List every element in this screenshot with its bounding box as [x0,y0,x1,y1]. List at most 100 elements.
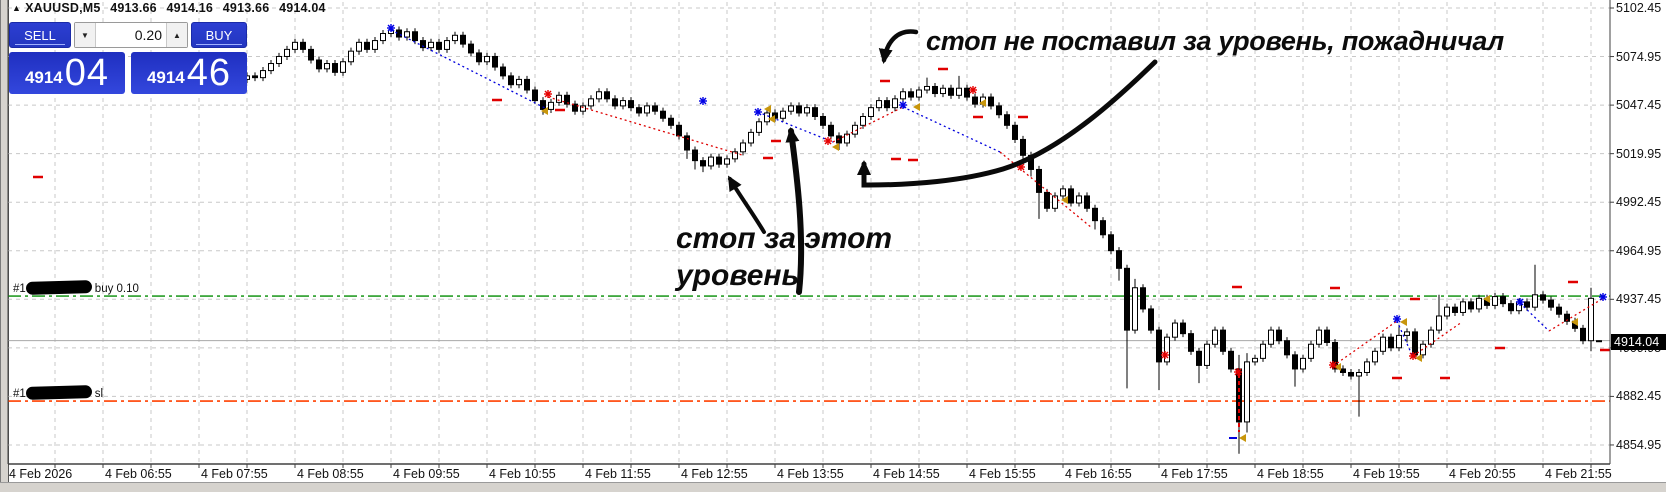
candles-layer [236,26,1602,454]
fractal-dash-marker [1232,285,1242,289]
time-axis-label: 4 Feb 16:55 [1065,467,1132,481]
tall-up-arrow [785,127,805,295]
time-axis-label: 4 Feb 08:55 [297,467,364,481]
fractal-dash-marker [1392,376,1402,380]
price-axis-label: 4992.45 [1616,195,1662,210]
price-axis-label: 4937.45 [1616,292,1662,307]
fractal-dash-marker [771,139,781,143]
price-axis-label: 5074.95 [1616,49,1662,64]
swoosh-hook-arrow [857,59,1158,188]
time-axis-label: 4 Feb 15:55 [969,467,1036,481]
sell-price-main: 04 [64,52,110,94]
open-position-label: #1 buy 0.10 [13,280,139,295]
gold-arrow-marker [913,103,920,111]
markers-layer [33,24,1610,442]
ohlc-open: 4913.66 [110,1,157,15]
volume-decrease-button[interactable]: ▼ [75,23,96,47]
annotation-note-mid-line1: стоп за этот [676,222,893,255]
sell-button[interactable]: SELL [9,22,71,48]
volume-increase-button[interactable]: ▲ [166,23,187,47]
fractal-dash-marker [1410,297,1420,301]
star-marker [1599,293,1607,301]
sl-ticket: #1 [13,388,26,400]
fractal-dash-marker [1440,376,1450,380]
position-ticket: #1 [13,283,26,295]
gold-arrow-marker [764,105,771,113]
fractal-dash-marker [33,175,43,179]
star-marker [1161,351,1169,359]
time-axis-label: 4 Feb 18:55 [1257,467,1324,481]
star-marker [387,24,395,32]
star-marker [969,86,977,94]
redaction-scribble [25,280,92,295]
ohlc-high: 4914.16 [166,1,214,15]
fractal-dash-marker [1495,346,1505,350]
time-axis-label: 4 Feb 20:55 [1449,467,1516,481]
sl-suffix: sl [94,388,104,400]
star-marker [899,101,907,109]
gold-arrow-marker [832,143,839,151]
time-axis-label: 4 Feb 09:55 [393,467,460,481]
gold-arrow-marker [1334,363,1341,371]
fractal-dash-marker [880,79,890,83]
sell-quote-panel[interactable]: 4914 04 [9,52,125,94]
fractal-dash-marker [492,98,502,102]
fractal-dash-marker [973,115,983,119]
buy-quote-panel[interactable]: 4914 46 [131,52,247,94]
fractal-dash-marker [891,157,901,161]
volume-input[interactable] [96,23,166,47]
price-axis-label: 4964.95 [1616,243,1662,258]
window-bottom-strip [0,482,1666,492]
star-marker [1393,315,1401,323]
fractal-dash-marker [1600,348,1610,352]
volume-stepper: ▼ ▲ [74,22,188,48]
annotation-note-mid-line2: уровень [676,259,800,292]
time-axis-label: 4 Feb 07:55 [201,467,268,481]
buy-price-prefix: 4914 [146,68,185,87]
fractal-dash-marker [763,156,773,160]
time-axis-label: 4 Feb 2026 [9,467,73,481]
gold-arrow-marker [1239,434,1246,442]
time-axis-label: 4 Feb 14:55 [873,467,940,481]
star-marker [754,108,762,116]
position-type-volume: buy 0.10 [94,283,139,295]
price-axis-label: 4854.95 [1616,437,1662,452]
fractal-dash-marker [1568,280,1578,284]
gold-arrow-marker [1400,318,1407,326]
time-axis-label: 4 Feb 10:55 [489,467,556,481]
fractal-dash-marker [1330,286,1340,290]
annotation-note-top: стоп не поставил за уровень, пожадничал [926,26,1504,56]
star-marker [1409,352,1417,360]
gold-arrow-marker [979,99,986,107]
up-left-arrow [727,175,766,234]
fractal-dash-marker [938,67,948,71]
star-marker [1329,361,1337,369]
price-axis-label: 4882.45 [1616,389,1662,404]
curl-arrow [878,29,919,64]
time-axis-label: 4 Feb 21:55 [1545,467,1612,481]
gold-arrow-marker [1483,295,1490,303]
blue-dash-marker [1229,437,1237,439]
sell-price-prefix: 4914 [24,68,63,87]
gold-arrow-marker [1061,196,1068,204]
buy-price-main: 46 [186,52,232,94]
gold-arrow-marker [1415,354,1422,362]
time-axis-label: 4 Feb 13:55 [777,467,844,481]
star-marker [824,137,832,145]
ohlc-low: 4913.66 [222,1,270,15]
annotation-note-mid: стоп за этот уровень [676,220,892,294]
time-axis-label: 4 Feb 19:55 [1353,467,1420,481]
fractal-dash-marker [1018,115,1028,119]
grid-layer [8,2,1614,468]
trade-lines-layer [8,295,1610,402]
redaction-scribble [25,385,92,400]
buy-button[interactable]: BUY [191,22,247,48]
gold-arrow-marker [541,107,548,115]
time-axis-label: 4 Feb 17:55 [1161,467,1228,481]
price-axis-label: 5102.45 [1616,1,1662,15]
star-marker [699,97,707,105]
price-axis-label: 5019.95 [1616,146,1662,161]
gold-arrow-marker [1571,318,1578,326]
